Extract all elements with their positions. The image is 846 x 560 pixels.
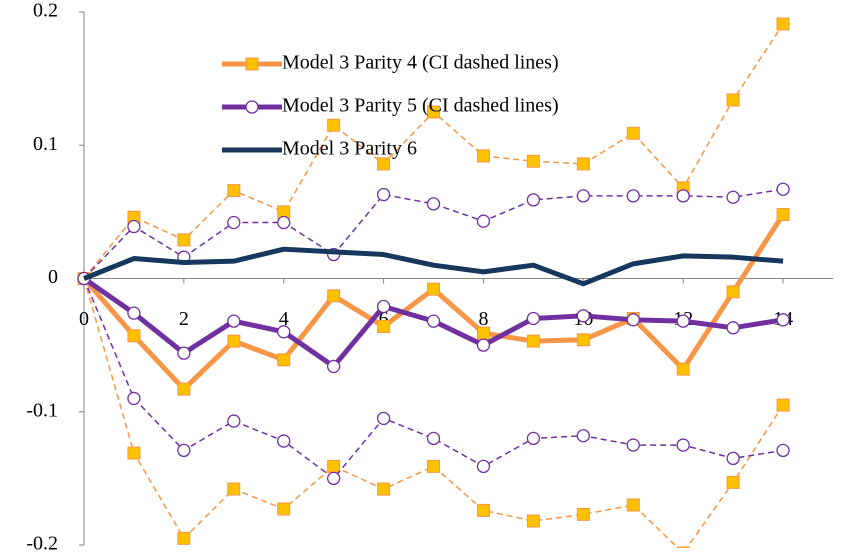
marker	[576, 429, 590, 443]
marker	[426, 431, 441, 446]
marker	[776, 182, 790, 196]
y-tick-label: 0	[48, 266, 58, 288]
marker	[377, 157, 391, 171]
series-line	[83, 278, 784, 548]
x-tick-label: 6	[379, 308, 389, 330]
marker	[376, 299, 391, 314]
marker	[526, 431, 541, 446]
marker	[127, 391, 141, 406]
marker	[726, 93, 740, 107]
marker	[177, 443, 191, 458]
legend-label: Model 3 Parity 5 (CI dashed lines)	[282, 95, 559, 117]
y-tick-label: 0.2	[33, 0, 58, 22]
marker	[277, 353, 291, 367]
marker	[776, 443, 790, 458]
marker	[177, 346, 191, 360]
y-tick-label: 0.1	[33, 133, 58, 155]
marker	[726, 190, 740, 204]
marker	[227, 414, 241, 428]
marker	[576, 333, 590, 347]
legend-label: Model 3 Parity 6	[282, 138, 417, 160]
marker	[127, 446, 141, 460]
marker	[327, 459, 341, 473]
x-tick-label: 2	[179, 308, 189, 330]
marker	[526, 193, 541, 207]
marker	[476, 459, 491, 474]
marker	[177, 531, 191, 545]
marker	[676, 314, 690, 328]
marker	[626, 313, 640, 327]
marker	[227, 334, 241, 348]
marker	[277, 502, 291, 516]
marker	[426, 314, 441, 328]
marker	[676, 546, 690, 548]
series-line	[83, 278, 784, 480]
marker	[476, 503, 490, 517]
marker	[327, 118, 341, 132]
marker	[426, 197, 441, 211]
marker	[127, 219, 141, 234]
marker	[327, 289, 341, 303]
marker	[277, 325, 291, 339]
marker	[376, 411, 391, 426]
marker	[227, 482, 241, 496]
marker	[526, 514, 540, 528]
marker	[377, 482, 391, 496]
marker	[576, 507, 590, 521]
marker	[676, 189, 690, 203]
marker	[245, 57, 259, 71]
marker	[726, 285, 740, 299]
marker	[576, 309, 590, 323]
marker	[626, 498, 640, 512]
marker	[526, 154, 540, 168]
marker	[476, 149, 490, 163]
marker	[377, 319, 391, 333]
marker	[327, 471, 341, 486]
marker	[476, 214, 491, 228]
marker	[427, 105, 441, 119]
x-tick-label: 0	[79, 308, 89, 330]
y-tick-label: -0.2	[26, 533, 58, 555]
marker	[726, 321, 740, 335]
marker	[626, 189, 640, 203]
marker	[526, 311, 541, 326]
marker	[177, 233, 191, 247]
marker	[327, 359, 341, 374]
series-line	[83, 246, 784, 287]
plot	[77, 17, 790, 548]
marker	[776, 398, 790, 412]
marker	[245, 100, 259, 114]
marker	[127, 306, 141, 320]
marker	[776, 313, 790, 327]
series-line	[83, 188, 784, 280]
marker	[277, 215, 291, 230]
marker	[227, 184, 241, 198]
y-tick-label: -0.1	[26, 399, 58, 421]
x-tick-label: 8	[478, 308, 488, 330]
marker	[676, 438, 690, 452]
marker	[476, 326, 490, 340]
marker	[576, 189, 590, 203]
marker	[127, 329, 141, 343]
marker	[576, 157, 590, 171]
marker	[427, 282, 441, 296]
marker	[526, 334, 540, 348]
marker	[626, 126, 640, 140]
marker	[376, 187, 391, 202]
marker	[177, 382, 191, 396]
marker	[776, 17, 790, 31]
marker	[676, 362, 690, 376]
marker	[476, 338, 491, 352]
legend-label: Model 3 Parity 4 (CI dashed lines)	[282, 52, 559, 74]
marker	[227, 215, 241, 230]
marker	[427, 459, 441, 473]
marker	[726, 475, 740, 489]
marker	[726, 451, 740, 466]
marker	[227, 314, 241, 328]
x-tick-label: 4	[279, 308, 289, 330]
marker	[626, 438, 640, 452]
marker	[776, 208, 790, 222]
marker	[277, 434, 291, 448]
